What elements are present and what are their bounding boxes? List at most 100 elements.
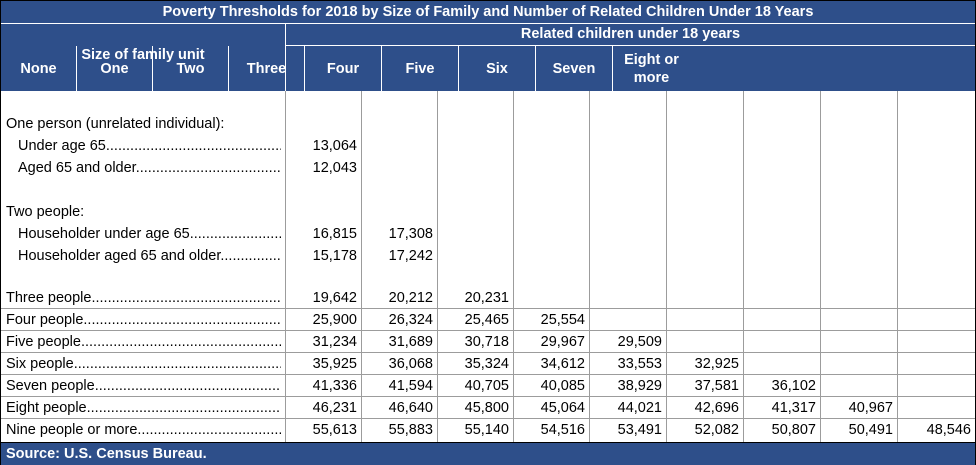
- table-cell: 29,509: [617, 334, 662, 350]
- table-row: Four people.............................…: [1, 308, 975, 331]
- table-cell: 52,082: [694, 422, 739, 438]
- leader-dots: ........................................…: [137, 422, 281, 438]
- leader-dots: ........................................…: [91, 290, 281, 306]
- table-cell: 25,900: [312, 312, 357, 328]
- table-row: [1, 179, 975, 201]
- column-header-6: Five: [382, 46, 459, 91]
- column-divider: [666, 91, 667, 442]
- row-label: Six people..............................…: [1, 353, 281, 375]
- table-header: Size of family unit Related children und…: [1, 24, 975, 91]
- table-cell: 38,929: [617, 378, 662, 394]
- leader-dots: ........................................…: [105, 138, 281, 154]
- row-label: Two people:: [1, 201, 281, 223]
- related-children-header: Related children under 18 years: [286, 24, 975, 46]
- table-cell: 30,718: [464, 334, 509, 350]
- column-divider: [820, 91, 821, 442]
- column-header-1: None: [1, 46, 77, 91]
- row-label: Householder aged 65 and older...........…: [1, 245, 281, 267]
- table-cell: 26,324: [388, 312, 433, 328]
- table-cell: 45,064: [540, 400, 585, 416]
- table-row: Under age 65............................…: [1, 135, 975, 157]
- table-cell: 41,336: [312, 378, 357, 394]
- table-cell: 36,068: [388, 356, 433, 372]
- column-header-8: Seven: [536, 46, 613, 91]
- row-label-text: Four people: [6, 312, 84, 328]
- row-label: Nine people or more.....................…: [1, 419, 281, 441]
- table-cell: 46,231: [312, 400, 357, 416]
- row-label-text: [1, 270, 6, 286]
- column-divider: [437, 91, 438, 442]
- table-cell: 55,883: [388, 422, 433, 438]
- leader-dots: ........................................…: [80, 334, 281, 350]
- column-header-3: Two: [153, 46, 229, 91]
- table-cell: 55,140: [464, 422, 509, 438]
- table-cell: 29,967: [540, 334, 585, 350]
- table-row: Seven people............................…: [1, 374, 975, 397]
- row-label-text: Three people: [6, 290, 92, 306]
- row-label: Eight people............................…: [1, 397, 281, 419]
- leader-dots: ........................................…: [86, 400, 281, 416]
- table-cell: 17,308: [388, 226, 433, 242]
- table-cell: 55,613: [312, 422, 357, 438]
- table-row: Aged 65 and older.......................…: [1, 157, 975, 179]
- table-cell: 25,465: [464, 312, 509, 328]
- table-cell: 42,696: [694, 400, 739, 416]
- table-cell: 20,212: [388, 290, 433, 306]
- table-cell: 50,807: [771, 422, 816, 438]
- leader-dots: ........................................…: [135, 160, 281, 176]
- table-body: One person (unrelated individual): Under …: [1, 91, 975, 442]
- column-divider: [361, 91, 362, 442]
- row-label: Three people............................…: [1, 287, 281, 309]
- row-label-text: Aged 65 and older: [18, 160, 136, 176]
- table-cell: 31,689: [388, 334, 433, 350]
- table-row: Three people............................…: [1, 287, 975, 309]
- row-label-text: One person (unrelated individual):: [6, 116, 225, 132]
- row-label-text: [1, 182, 6, 198]
- row-label-text: [1, 94, 6, 110]
- row-label-text: Six people: [6, 356, 74, 372]
- row-label-text: Nine people or more: [6, 422, 138, 438]
- table-cell: 50,491: [848, 422, 893, 438]
- table-cell: 19,642: [312, 290, 357, 306]
- table-row: One person (unrelated individual):: [1, 113, 975, 135]
- row-label: Householder under age 65................…: [1, 223, 281, 245]
- row-label-text: Householder under age 65: [18, 226, 190, 242]
- table-cell: 48,546: [926, 422, 971, 438]
- row-label: Seven people............................…: [1, 375, 281, 397]
- table-cell: 16,815: [312, 226, 357, 242]
- table-cell: 41,594: [388, 378, 433, 394]
- table-row: Eight people............................…: [1, 396, 975, 419]
- row-label: Aged 65 and older.......................…: [1, 157, 281, 179]
- size-of-family-header: Size of family unit: [1, 24, 286, 91]
- table-cell: 13,064: [312, 138, 357, 154]
- row-label: [1, 91, 281, 113]
- leader-dots: ........................................…: [189, 226, 281, 242]
- table-cell: 12,043: [312, 160, 357, 176]
- table-cell: 46,640: [388, 400, 433, 416]
- table-cell: 40,705: [464, 378, 509, 394]
- row-label: One person (unrelated individual):: [1, 113, 281, 135]
- table-row: Six people..............................…: [1, 352, 975, 375]
- table-cell: 34,612: [540, 356, 585, 372]
- row-label-text: Under age 65: [18, 138, 106, 154]
- table-cell: 41,317: [771, 400, 816, 416]
- row-label-text: Seven people: [6, 378, 95, 394]
- table-row: [1, 91, 975, 113]
- leader-dots: ........................................…: [73, 356, 281, 372]
- column-header-2: One: [77, 46, 153, 91]
- table-cell: 31,234: [312, 334, 357, 350]
- column-divider: [589, 91, 590, 442]
- row-label-text: Two people:: [6, 204, 85, 220]
- table-row: Five people.............................…: [1, 330, 975, 353]
- leader-dots: ........................................…: [220, 248, 281, 264]
- table-row: Householder under age 65................…: [1, 223, 975, 245]
- column-divider: [897, 91, 898, 442]
- column-header-7: Six: [459, 46, 536, 91]
- leader-dots: ........................................…: [94, 378, 281, 394]
- column-divider: [743, 91, 744, 442]
- table-cell: 40,085: [540, 378, 585, 394]
- table-cell: 37,581: [694, 378, 739, 394]
- table-cell: 35,324: [464, 356, 509, 372]
- source-footer: Source: U.S. Census Bureau.: [1, 442, 975, 465]
